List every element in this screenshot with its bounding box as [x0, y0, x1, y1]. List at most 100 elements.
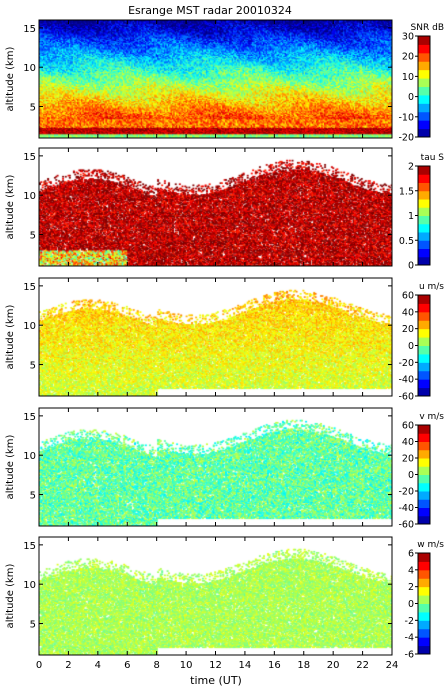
colorbar-swatch [418, 441, 430, 451]
colorbar-swatch [418, 215, 430, 225]
y-axis-label: altitude (km) [5, 563, 16, 628]
colorbar-swatch [418, 482, 430, 492]
y-tick-label: 5 [30, 103, 36, 114]
y-tick-label: 5 [30, 361, 36, 372]
x-axis-label: time (UT) [190, 674, 242, 687]
colorbar-frame [417, 35, 431, 138]
x-tick-label: 14 [239, 660, 252, 671]
colorbar: tau S 0 0.5 1 1.5 2 [399, 153, 444, 272]
x-tick-label: 0 [36, 660, 42, 671]
colorbar-tick-label: -60 [398, 520, 414, 531]
colorbar-swatch [418, 69, 430, 79]
colorbar-tick-label: -20 [398, 487, 414, 498]
colorbar-tick-label: 2 [408, 582, 414, 593]
x-tick-label: 20 [327, 660, 340, 671]
colorbar-swatch [418, 578, 430, 588]
y-tick-label: 10 [23, 451, 36, 462]
colorbar-tick-label: 2 [408, 162, 414, 173]
panel-SNR: 5 10 15 altitude (km) SNR dB -20 -10 0 10 20 30 [5, 19, 444, 144]
colorbar-swatch [418, 166, 430, 175]
y-tick-label: 15 [23, 412, 36, 423]
colorbar-swatch [418, 379, 430, 389]
colorbar-swatch [418, 569, 430, 579]
colorbar-swatch [418, 337, 430, 346]
x-tick-label: 4 [95, 660, 101, 671]
panel-u: 5 10 15 altitude (km) u m/s -60 -40 -20 0 20 40 60 [5, 277, 444, 403]
x-tick-label: 2 [65, 660, 71, 671]
y-tick-label: 10 [23, 63, 36, 74]
colorbar-tick-label: 10 [402, 72, 414, 83]
panel-raster [39, 537, 392, 655]
colorbar-tick-label: 60 [402, 291, 414, 302]
panel-raster [39, 278, 392, 396]
colorbar-swatch [418, 111, 430, 121]
colorbar-tick-label: -20 [398, 358, 414, 369]
colorbar-swatch [418, 515, 430, 525]
x-tick-label: 22 [356, 660, 369, 671]
colorbar-swatch [418, 36, 430, 45]
colorbar-tick-label: -60 [398, 392, 414, 403]
colorbar-tick-label: 4 [408, 565, 414, 576]
y-tick-label: 5 [30, 491, 36, 502]
colorbar-swatch [418, 474, 430, 484]
colorbar-label: w m/s [417, 540, 444, 550]
colorbar-swatch [418, 86, 430, 96]
panel-raster [39, 408, 392, 526]
y-tick-label: 5 [30, 231, 36, 242]
y-axis-label: altitude (km) [5, 46, 16, 111]
colorbar-swatch [418, 353, 430, 363]
colorbar-swatch [418, 240, 430, 249]
y-axis-label: altitude (km) [5, 434, 16, 499]
colorbar-tick-label: -6 [405, 650, 414, 661]
colorbar-swatch [418, 199, 430, 208]
figure-title: Esrange MST radar 20010324 [128, 4, 292, 17]
colorbar-tick-label: -10 [398, 112, 414, 123]
colorbar-swatch [418, 320, 430, 330]
colorbar-swatch [418, 61, 430, 71]
colorbar-swatch [418, 637, 430, 647]
y-axis-label: altitude (km) [5, 304, 16, 369]
colorbar-swatch [418, 232, 430, 241]
colorbar-swatch [418, 303, 430, 313]
colorbar-swatch [418, 182, 430, 192]
colorbar-tick-label: 60 [402, 421, 414, 432]
y-tick-label: 10 [23, 191, 36, 202]
colorbar-tick-label: 1.5 [399, 186, 414, 197]
colorbar-tick-label: 20 [402, 52, 414, 63]
colorbar-swatch [418, 190, 430, 200]
x-tick-label: 12 [209, 660, 222, 671]
colorbar-swatch [418, 458, 430, 467]
colorbar-tick-label: -40 [398, 503, 414, 514]
colorbar-swatch [418, 44, 430, 54]
colorbar-swatch [418, 328, 430, 338]
colorbar-swatch [418, 345, 430, 355]
colorbar-swatch [418, 449, 430, 459]
colorbar-tick-label: -2 [405, 616, 414, 627]
colorbar-tick-label: -4 [405, 633, 414, 644]
colorbar-swatch [418, 553, 430, 562]
colorbar-swatch [418, 370, 430, 380]
colorbar-tick-label: 40 [402, 307, 414, 318]
colorbar-tick-label: 20 [402, 454, 414, 465]
colorbar-label: tau S [421, 153, 445, 163]
colorbar-swatch [418, 103, 430, 113]
colorbar-swatch [418, 499, 430, 508]
colorbar-tick-label: -40 [398, 375, 414, 386]
colorbar-swatch [418, 491, 430, 500]
colorbar-swatch [418, 78, 430, 87]
colorbar-swatch [418, 128, 430, 138]
colorbar-tick-label: 0 [408, 470, 414, 481]
panel-v: 5 10 15 altitude (km) v m/s -60 -40 -20 0 20 40 60 [5, 407, 444, 531]
colorbar-label: SNR dB [411, 23, 444, 33]
colorbar-tick-label: 0 [408, 341, 414, 352]
colorbar-swatch [418, 174, 430, 183]
colorbar-swatch [418, 94, 430, 104]
colorbar-swatch [418, 561, 430, 571]
colorbar-swatch [418, 466, 430, 475]
colorbar-label: v m/s [419, 412, 444, 422]
colorbar-swatch [418, 611, 430, 621]
colorbar-swatch [418, 295, 430, 304]
colorbar-swatch [418, 52, 430, 62]
